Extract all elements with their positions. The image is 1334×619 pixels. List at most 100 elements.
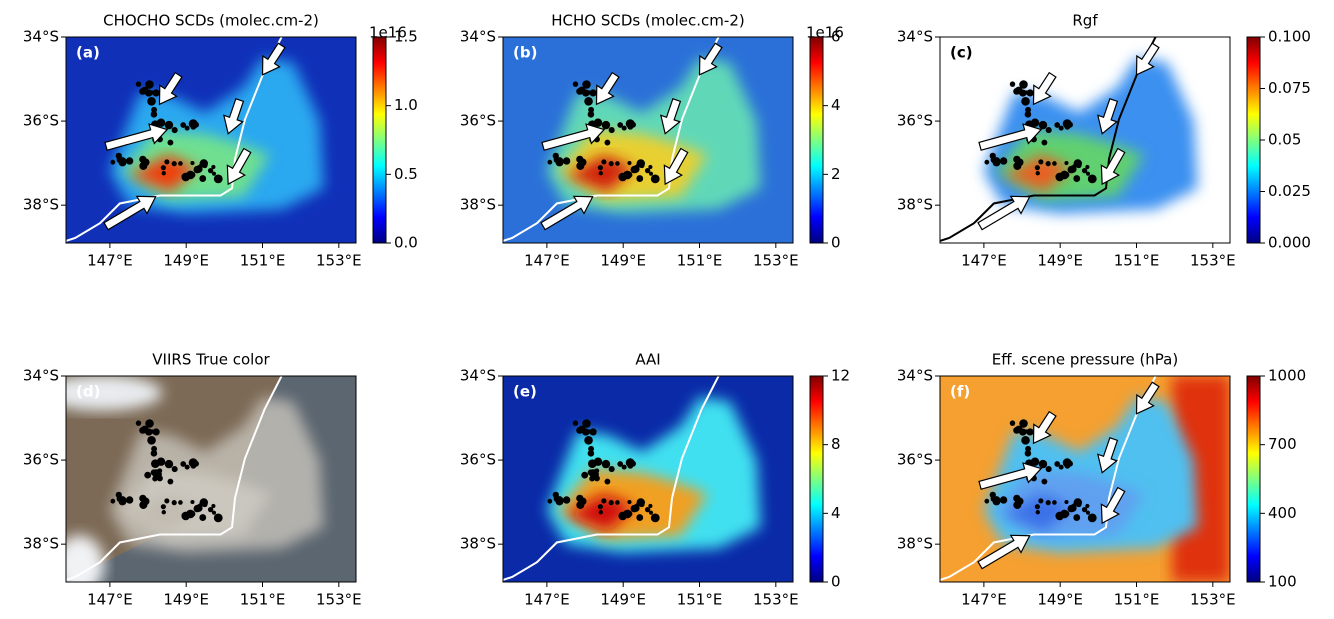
fire-spot [555, 497, 564, 506]
arrow [1100, 147, 1126, 186]
fire-spot [207, 167, 214, 174]
fire-spot [147, 96, 156, 106]
fire-spot [160, 165, 166, 171]
x-tick-label: 151°E [1114, 252, 1160, 270]
fire-spot [150, 469, 157, 476]
fire-spot [1021, 435, 1030, 445]
panel-label: (a) [76, 44, 100, 62]
fire-spot [197, 164, 203, 169]
fire-spot [211, 503, 216, 509]
fire-spot [608, 466, 615, 473]
fire-spot [601, 120, 611, 130]
plot-frame [65, 36, 357, 244]
y-tick-label: 36°S [460, 112, 496, 130]
fire-spot [164, 120, 174, 130]
fire-spot [572, 420, 579, 426]
fire-spot [648, 503, 653, 509]
fire-spot [152, 428, 160, 436]
arrow [1097, 98, 1119, 135]
colorbar-tick-label: 0.075 [1268, 79, 1311, 97]
fire-spot [547, 498, 553, 504]
fire-spot [984, 498, 990, 504]
x-tick-label: 149°E [1037, 252, 1083, 270]
y-tick-label: 34°S [23, 367, 59, 385]
colorbar-offset: 1e16 [806, 24, 844, 42]
fire-spot [999, 157, 1008, 165]
fire-spot [1026, 89, 1034, 97]
colorbar-tick-label: 6 [831, 28, 841, 46]
fire-spot [621, 125, 627, 131]
arrow [261, 42, 286, 76]
fire-spot [594, 468, 600, 474]
fire-spot [1055, 511, 1064, 521]
panel-title: HCHO SCDs (molec.cm-2) [551, 12, 744, 30]
fire-spot [636, 175, 644, 182]
fire-spot [597, 165, 603, 171]
arrow [978, 462, 1043, 490]
fire-spot [627, 123, 634, 130]
fire-spot [1085, 503, 1090, 509]
fire-spot [601, 498, 607, 504]
fire-spot [644, 167, 651, 174]
fire-spot [588, 106, 595, 113]
x-tick-label: 147°E [524, 252, 570, 270]
plot-frame [939, 375, 1231, 583]
fire-spot [190, 499, 195, 505]
fire-spot [1038, 459, 1048, 469]
arrow [977, 195, 1031, 231]
y-tick-label: 38°S [460, 535, 496, 553]
fire-spot [211, 510, 217, 515]
x-tick-label: 153°E [753, 252, 799, 270]
clouds [66, 535, 105, 582]
fire-spot [135, 420, 142, 426]
y-tick-label: 34°S [897, 28, 933, 46]
fire-spot [1064, 499, 1069, 505]
y-tick-label: 36°S [897, 112, 933, 130]
panel-title: AAI [635, 351, 660, 369]
fire-spot [135, 81, 142, 87]
fire-spot [190, 462, 197, 469]
fire-spot [627, 499, 632, 505]
fire-spot [145, 419, 154, 428]
x-tick-label: 149°E [600, 591, 646, 609]
arrow [103, 195, 157, 231]
fire-spot [181, 172, 190, 182]
fire-spot [562, 157, 571, 165]
y-tick-label: 38°S [897, 196, 933, 214]
fire-spot [1073, 175, 1081, 182]
arrow [1135, 381, 1160, 415]
fire-spot [1085, 171, 1091, 176]
fire-spot [125, 496, 134, 504]
fire-spot [1045, 466, 1052, 473]
fire-spot [999, 496, 1008, 504]
fire-spot [171, 500, 177, 506]
x-tick-label: 149°E [600, 252, 646, 270]
colorbar-tick-label: 100 [1268, 573, 1297, 591]
fire-spot [184, 125, 190, 131]
fire-spot [1085, 510, 1091, 515]
x-tick-label: 153°E [316, 591, 362, 609]
fire-spot [604, 478, 611, 485]
fire-spot [1019, 80, 1028, 89]
fire-spot [125, 157, 134, 165]
colorbar [372, 36, 387, 244]
fire-spot [650, 513, 660, 523]
fire-spot [157, 468, 163, 474]
fire-spot [207, 506, 214, 513]
y-tick-label: 38°S [23, 196, 59, 214]
fire-spot [627, 160, 632, 166]
arrow [1032, 410, 1057, 445]
colorbar-tick-label: 1.0 [394, 96, 418, 114]
fire-spot [144, 471, 152, 479]
arrow [698, 42, 723, 76]
arrow [595, 71, 620, 106]
fire-spot [562, 496, 571, 504]
fire-spot [584, 96, 593, 106]
fire-spot [634, 503, 640, 508]
fire-spot [110, 159, 116, 165]
colorbar-tick-label: 0 [831, 234, 841, 252]
fire-spot [618, 172, 627, 182]
fire-spot [1054, 122, 1061, 128]
panel-label: (b) [513, 44, 537, 62]
fire-spot [1038, 159, 1044, 165]
